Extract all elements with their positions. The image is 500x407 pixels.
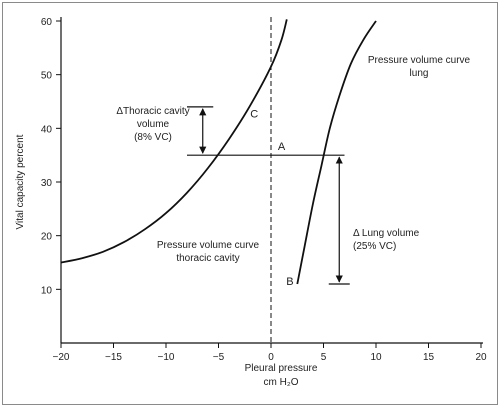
point-label-c: C xyxy=(250,109,258,121)
y-tick-label: 30 xyxy=(41,178,53,189)
thoracic-delta-label: ΔThoracic cavity xyxy=(116,106,189,117)
x-tick-label: 15 xyxy=(423,352,435,363)
thoracic-delta-label: (8% VC) xyxy=(134,132,172,143)
y-axis-label: Vital capacity percent xyxy=(15,134,26,229)
thoracic-curve-label: Pressure volume curve xyxy=(157,240,260,251)
x-axis-label: Pleural pressure xyxy=(245,363,318,374)
thoracic-delta-label: volume xyxy=(137,119,170,130)
thoracic-curve-label: thoracic cavity xyxy=(176,253,239,264)
point-label-a: A xyxy=(278,141,286,153)
pressure-volume-chart: −20 −15 −10 −5 0 5 10 15 20 10 20 30 40 50 60 Pleural p… xyxy=(15,17,487,388)
x-tick-label: −5 xyxy=(213,352,225,363)
lung-pressure-volume-curve xyxy=(296,20,377,285)
y-tick-label: 50 xyxy=(41,71,53,82)
x-tick-label: −10 xyxy=(158,352,175,363)
x-tick-label: 20 xyxy=(475,352,487,363)
lung-delta-label: Δ Lung volume xyxy=(353,228,420,239)
point-label-b: B xyxy=(286,276,293,288)
lung-curve-label: Pressure volume curve xyxy=(368,55,471,66)
x-tick-label: −15 xyxy=(105,352,122,363)
y-tick-label: 20 xyxy=(41,232,53,243)
y-tick-label: 10 xyxy=(41,285,53,296)
lung-delta-label: (25% VC) xyxy=(353,241,396,252)
x-tick-label: 10 xyxy=(370,352,382,363)
x-tick-label: 0 xyxy=(268,352,274,363)
thoracic-pressure-volume-curve xyxy=(60,19,288,264)
y-tick-label: 40 xyxy=(41,124,53,135)
x-axis-unit-label: cm H₂O xyxy=(264,377,299,388)
x-tick-label: −20 xyxy=(53,352,70,363)
x-tick-label: 5 xyxy=(321,352,327,363)
y-tick-label: 60 xyxy=(41,17,53,28)
lung-curve-label: lung xyxy=(410,68,429,79)
